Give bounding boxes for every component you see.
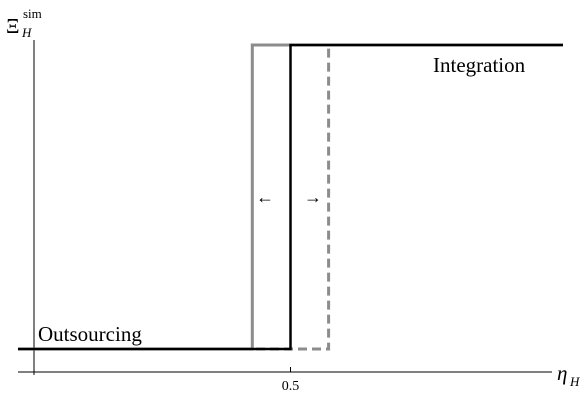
x-tick-label: 0.5 bbox=[282, 379, 300, 394]
right-arrow: → bbox=[304, 187, 322, 207]
y-axis-label-subscript: H bbox=[21, 25, 32, 40]
series-layer bbox=[18, 43, 563, 351]
series-line-solid-black bbox=[18, 43, 563, 351]
y-axis-label-superscript: sim bbox=[23, 6, 42, 21]
y-axis-label: Ξ bbox=[6, 14, 20, 38]
y-axis-label-symbol: Ξ bbox=[6, 14, 20, 38]
left-arrow: ← bbox=[256, 187, 274, 207]
x-axis-label-subscript: H bbox=[569, 374, 580, 389]
integration-label: Integration bbox=[433, 53, 526, 77]
outsourcing-label: Outsourcing bbox=[38, 322, 142, 346]
x-axis-label-symbol: η bbox=[557, 361, 567, 385]
